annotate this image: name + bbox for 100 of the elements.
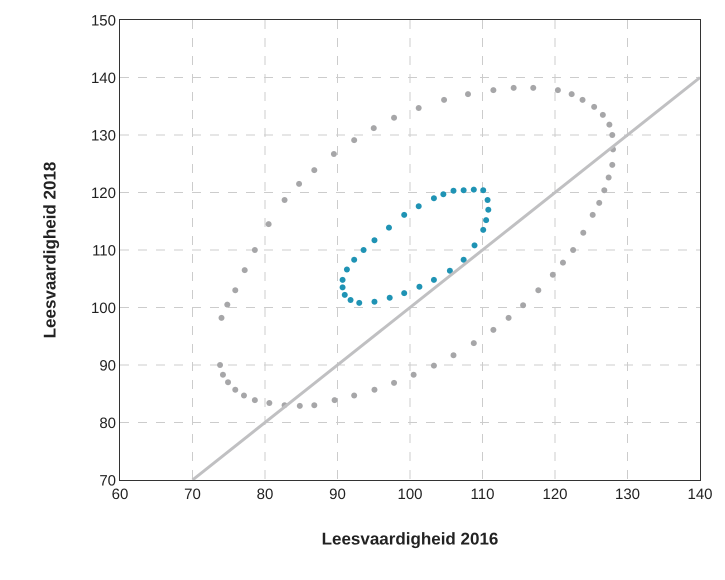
- point: [224, 302, 230, 308]
- y-tick-label: 90: [99, 357, 116, 374]
- y-tick-label: 150: [90, 12, 116, 30]
- point: [416, 104, 422, 111]
- x-tick-label: 130: [614, 486, 640, 503]
- x-tick-label: 90: [329, 486, 346, 503]
- point: [240, 392, 247, 398]
- x-tick-label: 120: [542, 486, 568, 503]
- point: [440, 191, 446, 198]
- y-axis-title: Leesvaardigheid 2018: [40, 162, 60, 338]
- x-tick-label: 70: [184, 486, 201, 503]
- point: [225, 379, 232, 386]
- point: [446, 268, 453, 274]
- point: [330, 150, 337, 157]
- point: [340, 276, 346, 283]
- point: [580, 230, 586, 236]
- point: [410, 372, 417, 378]
- point: [332, 397, 338, 404]
- point: [580, 96, 586, 103]
- point: [590, 212, 596, 218]
- point: [340, 284, 346, 290]
- point: [266, 221, 272, 228]
- point: [485, 206, 492, 213]
- point: [232, 287, 238, 294]
- point: [371, 237, 378, 244]
- point: [570, 247, 576, 253]
- point: [416, 203, 422, 210]
- point: [351, 392, 358, 398]
- point: [252, 397, 258, 404]
- point: [450, 352, 456, 358]
- point: [591, 104, 598, 110]
- point: [550, 272, 556, 278]
- point: [480, 187, 486, 194]
- point: [401, 290, 408, 296]
- point: [344, 266, 350, 273]
- point: [470, 186, 477, 193]
- point: [371, 386, 378, 393]
- point: [506, 314, 512, 321]
- point: [609, 162, 616, 168]
- point: [535, 287, 542, 294]
- point: [282, 196, 288, 203]
- point: [596, 200, 602, 206]
- point: [600, 112, 606, 118]
- point: [560, 260, 566, 266]
- point: [606, 174, 612, 181]
- point: [386, 224, 392, 231]
- point: [242, 267, 248, 274]
- point: [430, 276, 437, 283]
- point: [480, 226, 486, 233]
- point: [554, 87, 561, 94]
- y-tick-label: 80: [99, 414, 116, 432]
- y-tick-label: 120: [90, 184, 116, 202]
- point: [450, 188, 456, 194]
- point: [252, 247, 258, 253]
- y-tick-label: 140: [90, 70, 116, 87]
- point: [416, 284, 422, 290]
- point: [218, 314, 224, 321]
- point: [606, 122, 612, 128]
- point: [530, 84, 536, 91]
- x-axis-title: Leesvaardigheid 2016: [322, 529, 498, 548]
- x-tick-label: 100: [397, 486, 423, 503]
- point: [490, 326, 496, 333]
- point: [386, 294, 393, 301]
- point: [217, 362, 224, 368]
- point: [483, 217, 490, 224]
- point: [460, 256, 467, 263]
- point: [430, 195, 437, 202]
- point: [371, 298, 378, 305]
- point: [296, 180, 302, 187]
- point: [490, 87, 496, 94]
- point: [601, 187, 608, 194]
- point: [430, 362, 437, 369]
- point: [568, 91, 575, 98]
- point: [510, 84, 517, 91]
- x-tick-label: 80: [256, 486, 274, 503]
- y-tick-label: 100: [90, 300, 116, 317]
- point: [266, 400, 272, 406]
- y-tick-label: 110: [92, 242, 116, 260]
- point: [311, 402, 318, 408]
- point: [342, 292, 348, 298]
- point: [296, 402, 303, 409]
- x-tick-label: 110: [470, 486, 494, 503]
- point: [460, 187, 467, 194]
- point: [351, 137, 358, 144]
- point: [472, 242, 478, 248]
- point: [470, 340, 477, 346]
- point: [370, 125, 377, 132]
- point: [520, 302, 526, 308]
- point: [311, 167, 318, 174]
- x-tick-label: 140: [687, 486, 713, 503]
- point: [465, 91, 471, 98]
- point: [356, 300, 362, 306]
- point: [391, 114, 398, 121]
- y-tick-label: 130: [90, 127, 116, 144]
- point: [484, 196, 491, 203]
- point: [232, 386, 238, 393]
- point: [348, 297, 354, 304]
- point: [401, 212, 408, 218]
- point: [351, 256, 358, 263]
- point: [220, 372, 226, 378]
